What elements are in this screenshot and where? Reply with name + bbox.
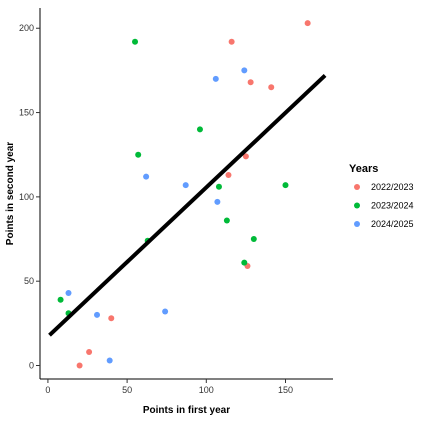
data-point-series-2 [57, 296, 64, 303]
data-point-series-1 [242, 153, 249, 160]
data-point-series-1 [304, 20, 311, 27]
data-point-series-1 [225, 171, 232, 178]
plot-area [48, 20, 327, 369]
data-point-series-1 [268, 84, 275, 91]
x-tick-label: 100 [199, 385, 214, 395]
y-tick-label: 100 [19, 192, 34, 202]
data-point-series-2 [250, 236, 257, 243]
data-point-series-2 [132, 38, 139, 45]
legend-key [354, 221, 360, 227]
y-tick-label: 200 [19, 23, 34, 33]
legend-key [354, 202, 360, 209]
data-point-series-1 [228, 38, 235, 45]
data-point-series-3 [106, 357, 113, 364]
y-axis: 0 50 100 150 200 [19, 8, 41, 379]
data-point-series-3 [241, 67, 248, 74]
data-point-series-3 [162, 308, 169, 315]
data-point-series-3 [212, 75, 219, 82]
y-tick-label: 50 [24, 276, 34, 286]
data-point-series-1 [86, 349, 93, 356]
x-tick-label: 150 [278, 385, 293, 395]
legend: Years 2022/2023 2023/2024 2024/2025 [349, 163, 414, 229]
x-tick-label: 50 [122, 385, 132, 395]
data-point-series-2 [135, 151, 142, 158]
data-point-series-1 [247, 79, 254, 86]
data-point-series-3 [214, 198, 221, 205]
y-tick-label: 150 [19, 108, 34, 118]
legend-title: Years [349, 163, 378, 175]
data-point-series-2 [241, 259, 248, 266]
legend-item: 2024/2025 [354, 219, 414, 229]
data-point-series-2 [282, 182, 289, 189]
legend-item: 2023/2024 [354, 201, 414, 211]
y-tick-label: 0 [29, 361, 34, 371]
data-point-series-3 [182, 182, 189, 189]
data-point-series-2 [196, 126, 203, 133]
data-point-series-2 [215, 183, 222, 190]
legend-label: 2022/2023 [371, 182, 414, 192]
trend-line [48, 73, 327, 337]
legend-key [354, 184, 360, 190]
legend-label: 2023/2024 [371, 201, 414, 211]
data-point-series-3 [65, 289, 72, 296]
x-axis: 0 50 100 150 [40, 378, 333, 395]
legend-item: 2022/2023 [354, 182, 414, 192]
data-point-series-1 [108, 315, 115, 322]
y-axis-title: Points in second year [5, 142, 16, 245]
legend-label: 2024/2025 [371, 219, 414, 229]
data-point-series-1 [76, 362, 83, 369]
x-axis-title: Points in first year [143, 405, 230, 416]
x-tick-label: 0 [45, 385, 50, 395]
data-point-series-2 [223, 217, 230, 224]
data-point-series-3 [143, 173, 150, 180]
data-point-series-3 [94, 311, 101, 318]
